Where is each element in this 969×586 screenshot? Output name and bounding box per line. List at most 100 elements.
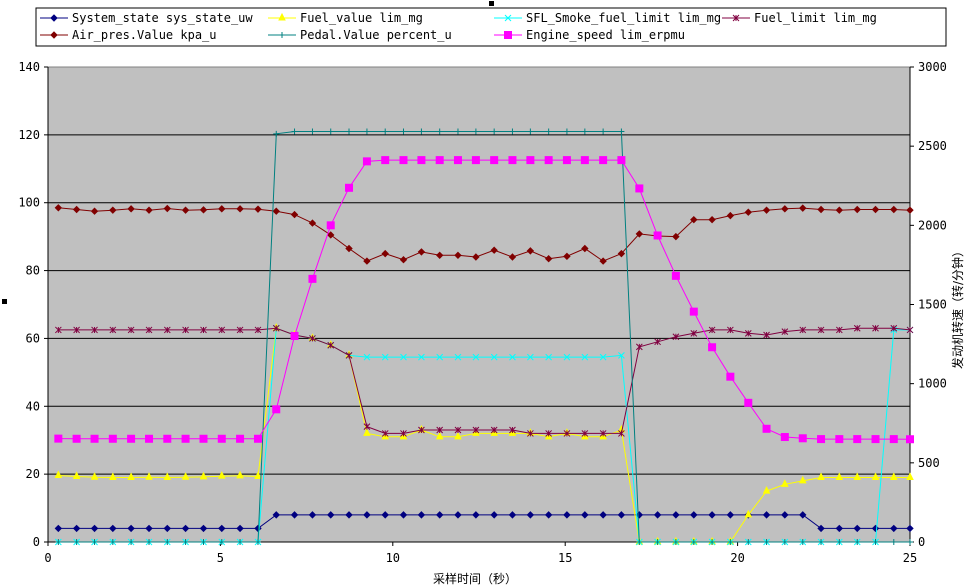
data-point: [91, 539, 98, 545]
data-point: [689, 307, 698, 316]
data-point: [163, 434, 172, 443]
data-point: [599, 156, 608, 165]
data-point: [871, 205, 880, 214]
data-point: [545, 353, 553, 361]
plot-area: [47, 66, 911, 543]
data-point: [218, 539, 225, 545]
data-point: [853, 472, 862, 481]
data-point: [635, 230, 644, 238]
data-point: [490, 246, 498, 254]
series-line: [58, 327, 911, 434]
data-point: [762, 485, 771, 494]
data-point: [181, 206, 190, 214]
data-point: [199, 206, 208, 214]
data-point: [799, 539, 806, 545]
series-3: [54, 324, 914, 437]
data-point: [145, 206, 153, 214]
y-left-tick-label: 0: [33, 535, 40, 549]
data-point: [309, 335, 316, 342]
data-point: [599, 353, 607, 361]
selection-handle-top[interactable]: [489, 1, 494, 6]
data-point: [690, 539, 697, 545]
data-point: [145, 326, 153, 334]
data-point: [544, 511, 553, 519]
data-point: [906, 206, 914, 214]
data-point: [163, 326, 171, 334]
data-point: [273, 130, 280, 137]
data-point: [381, 249, 389, 258]
data-point: [744, 208, 752, 216]
data-point: [399, 156, 408, 165]
data-point: [889, 435, 898, 444]
series-layer: [54, 128, 914, 546]
data-point: [745, 539, 752, 545]
x-tick-label: 10: [386, 551, 400, 565]
data-point: [163, 472, 172, 481]
data-point: [835, 206, 844, 214]
data-point: [145, 472, 153, 480]
legend-entry: Engine_speed lim_erpmu: [494, 28, 685, 42]
data-point: [472, 253, 480, 261]
legend-swatch-marker: [50, 31, 58, 39]
data-point: [890, 524, 898, 533]
data-point: [182, 539, 189, 545]
series-6: [54, 156, 914, 444]
data-point: [182, 326, 189, 334]
data-point: [381, 353, 389, 361]
data-point: [871, 472, 880, 481]
data-point: [617, 249, 626, 258]
data-point: [906, 326, 914, 334]
data-point: [345, 183, 354, 192]
data-point: [181, 472, 190, 480]
data-point: [690, 329, 698, 337]
data-point: [163, 204, 172, 213]
x-axis-label: 采样时间（秒）: [433, 571, 517, 586]
data-point: [272, 511, 280, 519]
data-point: [90, 207, 99, 215]
data-point: [127, 205, 135, 213]
data-point: [491, 128, 498, 135]
data-point: [254, 326, 262, 334]
data-point: [835, 524, 844, 533]
data-point: [490, 353, 498, 361]
legend-label: Pedal.Value percent_u: [300, 28, 452, 42]
data-point: [109, 326, 117, 334]
data-point: [417, 248, 426, 256]
data-point: [780, 433, 789, 442]
data-point: [509, 128, 516, 135]
data-point: [199, 524, 208, 533]
data-point: [563, 353, 571, 361]
data-point: [218, 524, 226, 533]
data-point: [164, 539, 171, 545]
data-point: [581, 128, 588, 135]
data-point: [254, 539, 261, 545]
y-right-tick-label: 2500: [918, 139, 947, 153]
data-point: [54, 434, 63, 443]
data-point: [346, 128, 353, 135]
data-point: [508, 253, 517, 261]
data-point: [236, 205, 244, 213]
data-point: [308, 219, 317, 227]
data-point: [236, 434, 245, 443]
data-point: [508, 156, 517, 165]
data-point: [127, 434, 136, 443]
legend-label: Fuel_limit lim_mg: [754, 11, 877, 25]
data-point: [218, 205, 226, 213]
data-point: [109, 472, 117, 481]
legend-entry: Pedal.Value percent_u: [268, 28, 452, 42]
legend-entry: Fuel_limit lim_mg: [722, 11, 877, 25]
data-point: [145, 524, 153, 533]
data-point: [128, 539, 135, 545]
y-right-tick-label: 1500: [918, 298, 947, 312]
legend-label: Air_pres.Value kpa_u: [72, 28, 217, 42]
data-point: [817, 205, 825, 214]
data-point: [290, 511, 299, 519]
data-point: [653, 231, 662, 240]
selection-handle-left[interactable]: [2, 299, 7, 304]
data-point: [653, 511, 662, 519]
data-point: [818, 539, 825, 545]
data-point: [127, 524, 135, 533]
data-point: [109, 539, 116, 545]
data-point: [654, 539, 661, 545]
